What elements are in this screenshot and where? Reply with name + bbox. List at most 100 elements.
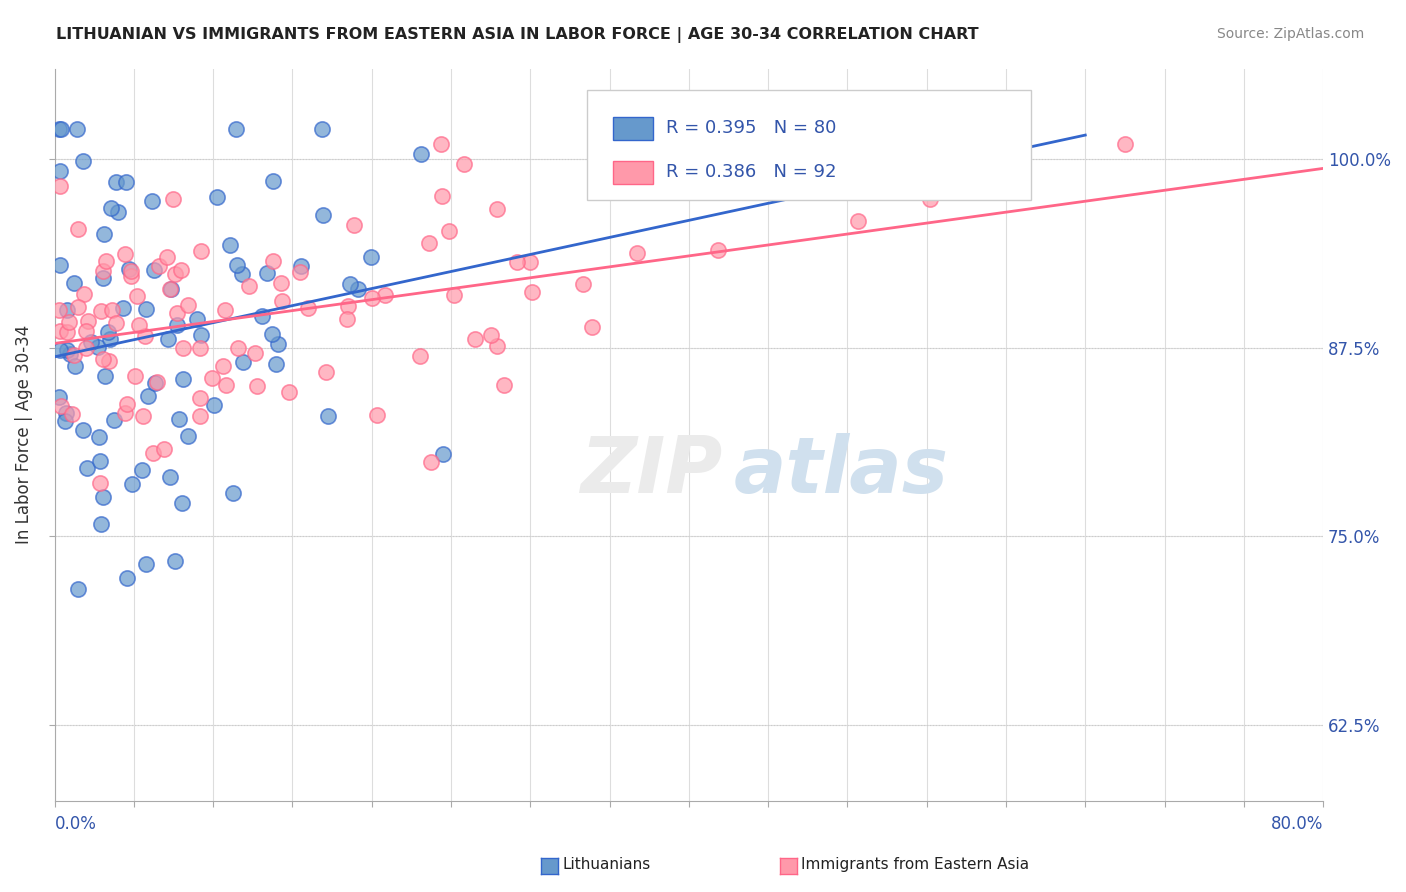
Point (190, 341, 212, 355)
Text: R = 0.386   N = 92: R = 0.386 N = 92 (666, 162, 837, 181)
Point (120, 268, 142, 283)
Point (336, 311, 359, 326)
Point (312, 208, 335, 222)
Point (172, 372, 194, 386)
Point (127, 289, 149, 303)
Point (72, 423, 94, 437)
Point (366, 408, 388, 422)
Point (170, 262, 193, 277)
Point (105, 175, 128, 189)
Point (159, 470, 181, 484)
Point (572, 277, 595, 291)
Point (115, 571, 138, 585)
Point (162, 193, 184, 207)
Point (188, 409, 211, 424)
Point (506, 254, 529, 268)
Point (76, 314, 98, 328)
Point (131, 463, 153, 477)
Point (316, 409, 339, 424)
Point (114, 406, 136, 420)
Point (231, 267, 253, 281)
Point (93, 227, 115, 241)
Point (120, 264, 142, 278)
Point (55, 302, 77, 317)
Point (152, 442, 174, 456)
Point (53, 414, 76, 428)
Point (156, 250, 179, 264)
Point (121, 477, 143, 491)
Y-axis label: In Labor Force | Age 30-34: In Labor Force | Age 30-34 (15, 325, 32, 544)
Point (87, 430, 110, 444)
Point (66, 582, 89, 596)
Point (80, 335, 103, 350)
Point (256, 266, 278, 280)
Point (409, 146, 432, 161)
Point (100, 303, 122, 318)
Point (266, 357, 288, 371)
Text: 80.0%: 80.0% (1271, 815, 1323, 833)
Point (278, 385, 301, 400)
Point (520, 285, 543, 300)
Point (339, 277, 361, 292)
Point (626, 246, 648, 260)
Point (343, 219, 366, 233)
Point (90, 304, 112, 318)
Point (91, 351, 114, 366)
Point (90, 516, 112, 531)
Point (117, 397, 139, 411)
Point (143, 376, 166, 390)
Point (124, 368, 146, 383)
Point (271, 293, 294, 308)
Point (135, 557, 157, 571)
Point (920, 192, 942, 206)
Point (60, 407, 83, 421)
Point (169, 412, 191, 426)
Text: Immigrants from Eastern Asia: Immigrants from Eastern Asia (801, 857, 1029, 872)
Point (374, 288, 396, 302)
Point (232, 354, 254, 368)
Point (98, 332, 121, 346)
Point (429, 136, 451, 151)
Text: ZIP: ZIP (579, 434, 721, 509)
Point (486, 338, 509, 352)
Point (297, 301, 319, 315)
Point (128, 318, 150, 333)
Point (103, 413, 125, 427)
Point (49, 179, 72, 194)
Point (190, 244, 212, 259)
Point (1114, 136, 1136, 151)
Point (94, 253, 117, 268)
Text: Source: ZipAtlas.com: Source: ZipAtlas.com (1216, 27, 1364, 41)
Point (238, 279, 260, 293)
Point (166, 306, 188, 320)
Point (76, 460, 98, 475)
Point (519, 255, 541, 269)
Point (73, 286, 96, 301)
Point (112, 301, 135, 315)
Point (432, 447, 454, 461)
Point (163, 267, 186, 281)
Point (430, 188, 453, 202)
Point (136, 389, 159, 403)
Point (464, 332, 486, 346)
Point (170, 496, 193, 510)
Point (492, 378, 515, 392)
Point (55, 406, 77, 420)
Point (107, 204, 129, 219)
Point (163, 553, 186, 567)
Point (134, 328, 156, 343)
Point (156, 332, 179, 346)
Point (347, 282, 370, 296)
Point (202, 398, 225, 412)
Text: 0.0%: 0.0% (55, 815, 97, 833)
Point (225, 122, 247, 136)
Point (135, 301, 157, 316)
Point (188, 391, 211, 405)
Point (91, 270, 114, 285)
Point (260, 326, 283, 341)
Point (141, 194, 163, 208)
Point (66, 122, 89, 136)
Text: LITHUANIAN VS IMMIGRANTS FROM EASTERN ASIA IN LABOR FORCE | AGE 30-34 CORRELATIO: LITHUANIAN VS IMMIGRANTS FROM EASTERN AS… (56, 27, 979, 43)
Point (146, 375, 169, 389)
Point (337, 299, 360, 313)
